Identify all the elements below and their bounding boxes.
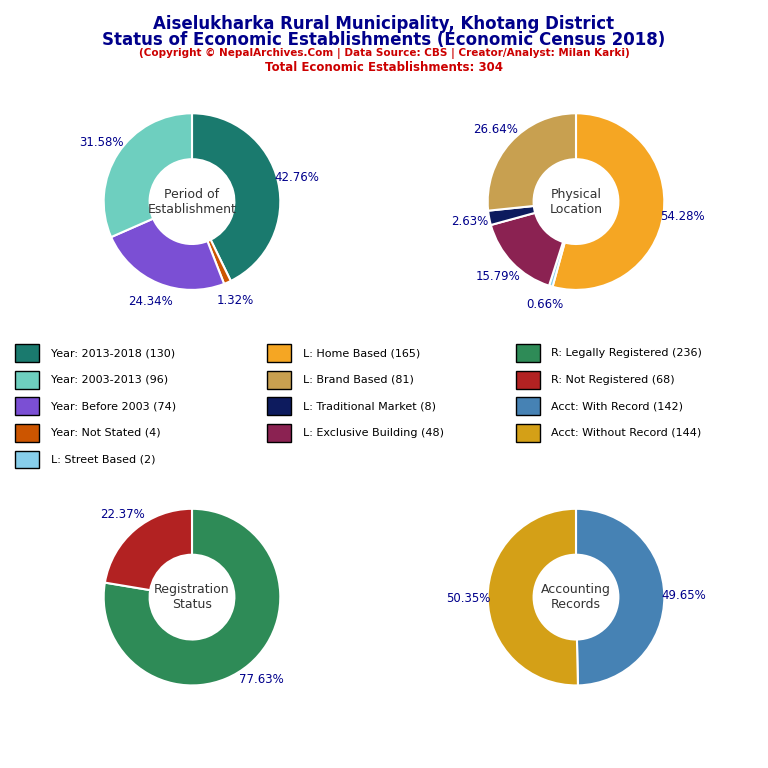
Wedge shape xyxy=(552,114,664,290)
Text: 15.79%: 15.79% xyxy=(476,270,521,283)
Text: 31.58%: 31.58% xyxy=(80,136,124,149)
Text: 2.63%: 2.63% xyxy=(452,215,488,228)
Text: Period of
Establishment: Period of Establishment xyxy=(147,187,237,216)
Text: L: Home Based (165): L: Home Based (165) xyxy=(303,348,420,358)
Text: 0.66%: 0.66% xyxy=(527,298,564,311)
Text: 49.65%: 49.65% xyxy=(661,589,706,602)
Wedge shape xyxy=(488,509,578,685)
Text: 77.63%: 77.63% xyxy=(240,673,284,686)
Text: R: Not Registered (68): R: Not Registered (68) xyxy=(551,375,675,385)
Text: L: Brand Based (81): L: Brand Based (81) xyxy=(303,375,414,385)
Text: Year: Not Stated (4): Year: Not Stated (4) xyxy=(51,428,161,438)
Wedge shape xyxy=(111,219,224,290)
FancyBboxPatch shape xyxy=(15,371,39,389)
FancyBboxPatch shape xyxy=(15,344,39,362)
Wedge shape xyxy=(105,509,192,590)
Text: 24.34%: 24.34% xyxy=(128,295,173,308)
Text: Year: 2013-2018 (130): Year: 2013-2018 (130) xyxy=(51,348,174,358)
Text: Physical
Location: Physical Location xyxy=(549,187,603,216)
Text: (Copyright © NepalArchives.Com | Data Source: CBS | Creator/Analyst: Milan Karki: (Copyright © NepalArchives.Com | Data So… xyxy=(139,48,629,59)
Text: 50.35%: 50.35% xyxy=(446,592,491,605)
Text: Aiselukharka Rural Municipality, Khotang District: Aiselukharka Rural Municipality, Khotang… xyxy=(154,15,614,33)
Text: 42.76%: 42.76% xyxy=(274,170,319,184)
FancyBboxPatch shape xyxy=(267,371,291,389)
Text: Total Economic Establishments: 304: Total Economic Establishments: 304 xyxy=(265,61,503,74)
Text: 26.64%: 26.64% xyxy=(474,123,518,136)
Wedge shape xyxy=(207,240,231,284)
Text: L: Exclusive Building (48): L: Exclusive Building (48) xyxy=(303,428,444,438)
Wedge shape xyxy=(104,509,280,685)
Text: R: Legally Registered (236): R: Legally Registered (236) xyxy=(551,348,702,358)
Wedge shape xyxy=(549,242,564,286)
Text: 54.28%: 54.28% xyxy=(660,210,705,223)
Wedge shape xyxy=(576,509,664,685)
Text: Acct: Without Record (144): Acct: Without Record (144) xyxy=(551,428,701,438)
Wedge shape xyxy=(192,114,280,281)
FancyBboxPatch shape xyxy=(516,344,540,362)
Text: Acct: With Record (142): Acct: With Record (142) xyxy=(551,402,683,412)
Wedge shape xyxy=(488,114,576,210)
FancyBboxPatch shape xyxy=(267,398,291,415)
Text: L: Traditional Market (8): L: Traditional Market (8) xyxy=(303,402,435,412)
Wedge shape xyxy=(104,114,192,237)
FancyBboxPatch shape xyxy=(516,424,540,442)
FancyBboxPatch shape xyxy=(267,424,291,442)
Text: Year: 2003-2013 (96): Year: 2003-2013 (96) xyxy=(51,375,167,385)
Wedge shape xyxy=(491,213,563,286)
Text: 1.32%: 1.32% xyxy=(217,294,254,306)
Text: 22.37%: 22.37% xyxy=(100,508,144,521)
FancyBboxPatch shape xyxy=(15,451,39,468)
FancyBboxPatch shape xyxy=(516,371,540,389)
Text: L: Street Based (2): L: Street Based (2) xyxy=(51,455,155,465)
FancyBboxPatch shape xyxy=(15,424,39,442)
FancyBboxPatch shape xyxy=(267,344,291,362)
Text: Accounting
Records: Accounting Records xyxy=(541,583,611,611)
Wedge shape xyxy=(488,206,535,225)
FancyBboxPatch shape xyxy=(15,398,39,415)
FancyBboxPatch shape xyxy=(516,398,540,415)
Text: Registration
Status: Registration Status xyxy=(154,583,230,611)
Text: Year: Before 2003 (74): Year: Before 2003 (74) xyxy=(51,402,176,412)
Text: Status of Economic Establishments (Economic Census 2018): Status of Economic Establishments (Econo… xyxy=(102,31,666,48)
